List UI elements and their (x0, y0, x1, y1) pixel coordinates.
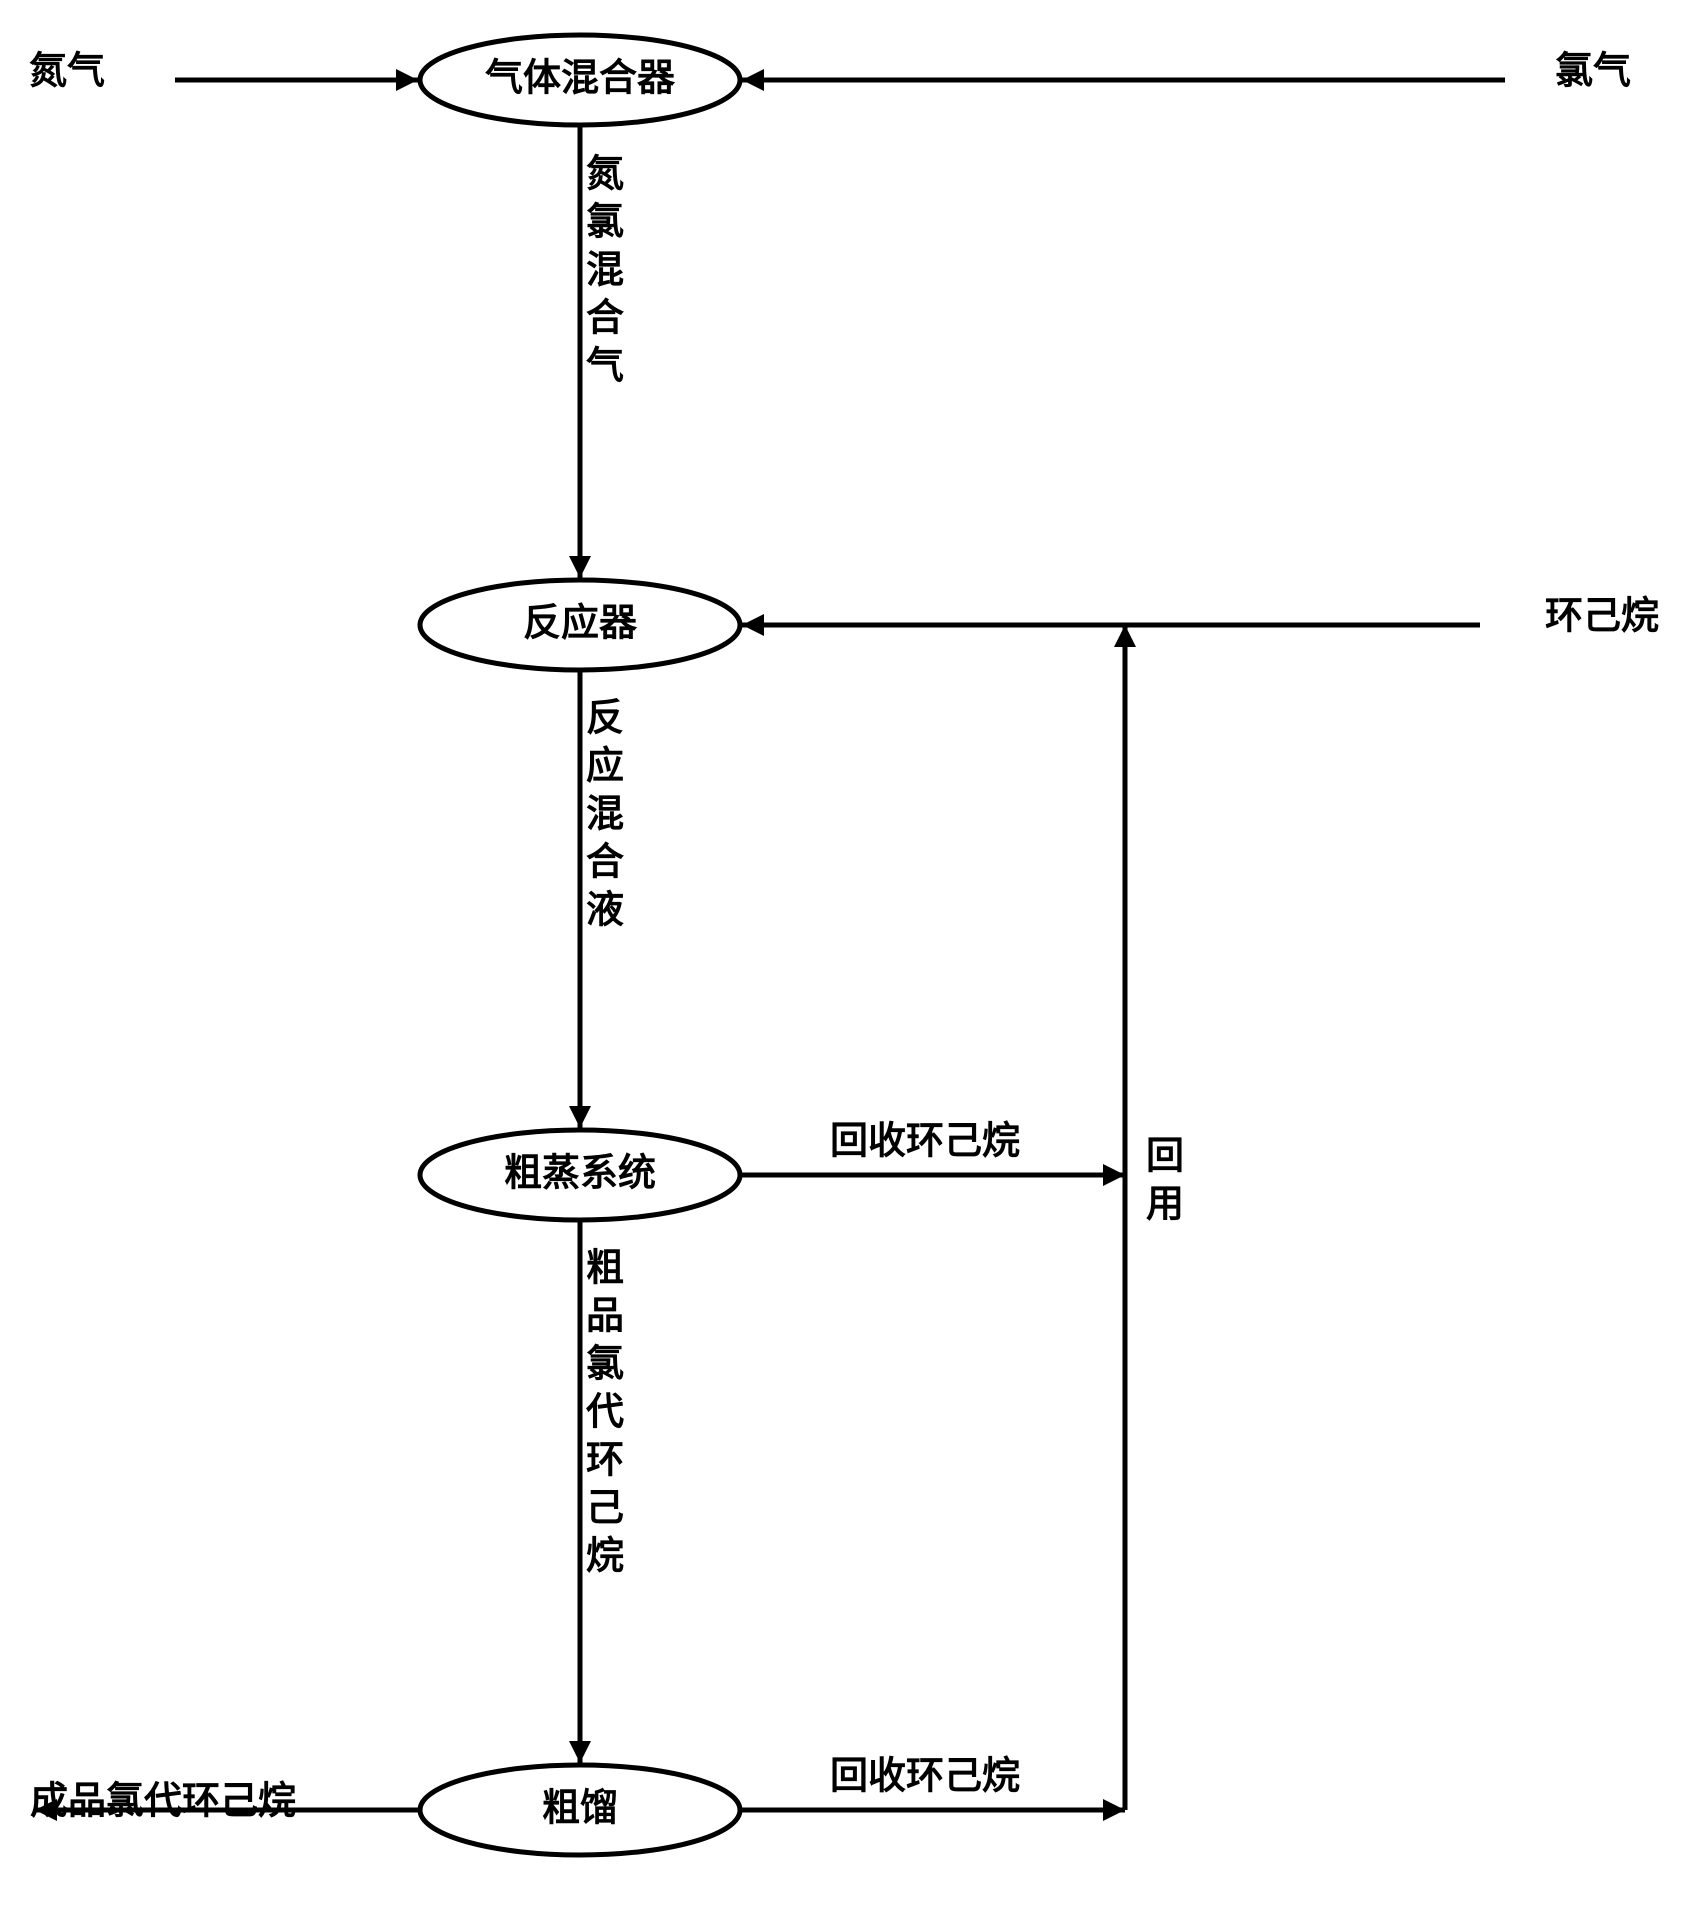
svg-text:混: 混 (586, 794, 624, 836)
svg-text:环: 环 (586, 1440, 624, 1482)
svg-text:氯: 氯 (586, 202, 624, 244)
label-mix-gas: 氮氯混合气 (586, 154, 624, 388)
svg-text:品: 品 (586, 1296, 624, 1338)
svg-text:气: 气 (586, 346, 624, 388)
svg-text:混: 混 (586, 250, 624, 292)
input-chlorine-label: 氯气 (1555, 51, 1631, 93)
svg-text:用: 用 (1146, 1184, 1184, 1226)
input-nitrogen-label: 氮气 (29, 51, 105, 93)
label-recover-bottom: 回收环己烷 (830, 1756, 1020, 1798)
label-recover-top: 回收环己烷 (830, 1121, 1020, 1163)
svg-text:代: 代 (586, 1392, 624, 1434)
label-reuse: 回用 (1146, 1136, 1184, 1226)
svg-text:液: 液 (586, 890, 624, 932)
svg-text:合: 合 (586, 298, 624, 340)
node-evap-label: 粗蒸系统 (504, 1153, 656, 1195)
svg-text:己: 己 (586, 1488, 624, 1530)
label-crude-product: 粗品氯代环己烷 (586, 1248, 624, 1578)
node-distill-label: 粗馏 (542, 1788, 618, 1830)
svg-text:粗: 粗 (586, 1248, 624, 1290)
svg-text:回: 回 (1146, 1136, 1184, 1178)
svg-text:合: 合 (586, 842, 624, 884)
output-product-label: 成品氯代环己烷 (30, 1781, 296, 1823)
flowchart-canvas: 气体混合器反应器粗蒸系统粗馏氮气氯气环己烷成品氯代环己烷氮氯混合气反应混合液粗品… (0, 0, 1688, 1907)
svg-text:反: 反 (586, 698, 624, 740)
svg-text:氮: 氮 (586, 154, 624, 196)
label-reaction-mix: 反应混合液 (586, 698, 624, 932)
node-reactor-label: 反应器 (523, 603, 638, 645)
input-cyclohexane-label: 环己烷 (1545, 596, 1659, 638)
node-mixer-label: 气体混合器 (485, 58, 676, 100)
svg-text:烷: 烷 (586, 1536, 624, 1578)
svg-text:应: 应 (586, 746, 624, 788)
svg-text:氯: 氯 (586, 1344, 624, 1386)
